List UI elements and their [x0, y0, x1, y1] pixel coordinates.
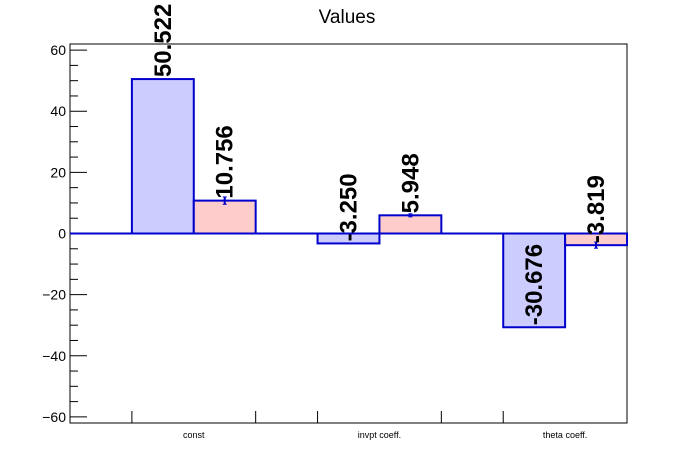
plot-axes: −60 −40 −20 0 20 40 60 const invpt coeff. theta c…: [42, 42, 628, 440]
y-tick-label: 60: [50, 42, 66, 58]
chart-title: Values: [319, 7, 376, 28]
bar: [192, 199, 257, 235]
y-tick-label: −20: [42, 287, 66, 303]
y-tick-label: 20: [50, 164, 66, 180]
x-category-label: invpt coeff.: [358, 430, 401, 440]
data-label: 50.522: [150, 4, 177, 77]
y-tick-label: −60: [42, 409, 66, 425]
x-category-label: const: [183, 430, 205, 440]
y-tick-label: −40: [42, 348, 66, 364]
data-label: -3.819: [583, 175, 610, 243]
data-label: 5.948: [397, 153, 424, 213]
data-label: -3.250: [336, 173, 363, 241]
bar: [378, 214, 443, 235]
data-labels-layer: 50.522 -3.250 -30.676 10.756 5.948 -3.819: [150, 4, 610, 326]
bar: [130, 78, 195, 235]
data-label: 10.756: [212, 125, 239, 198]
y-tick-label: 40: [50, 103, 66, 119]
x-category-label: theta coeff.: [543, 430, 587, 440]
y-tick-label: 0: [58, 226, 66, 242]
data-label: -30.676: [521, 244, 548, 325]
bars-layer: [130, 78, 628, 329]
bar: [502, 232, 567, 329]
